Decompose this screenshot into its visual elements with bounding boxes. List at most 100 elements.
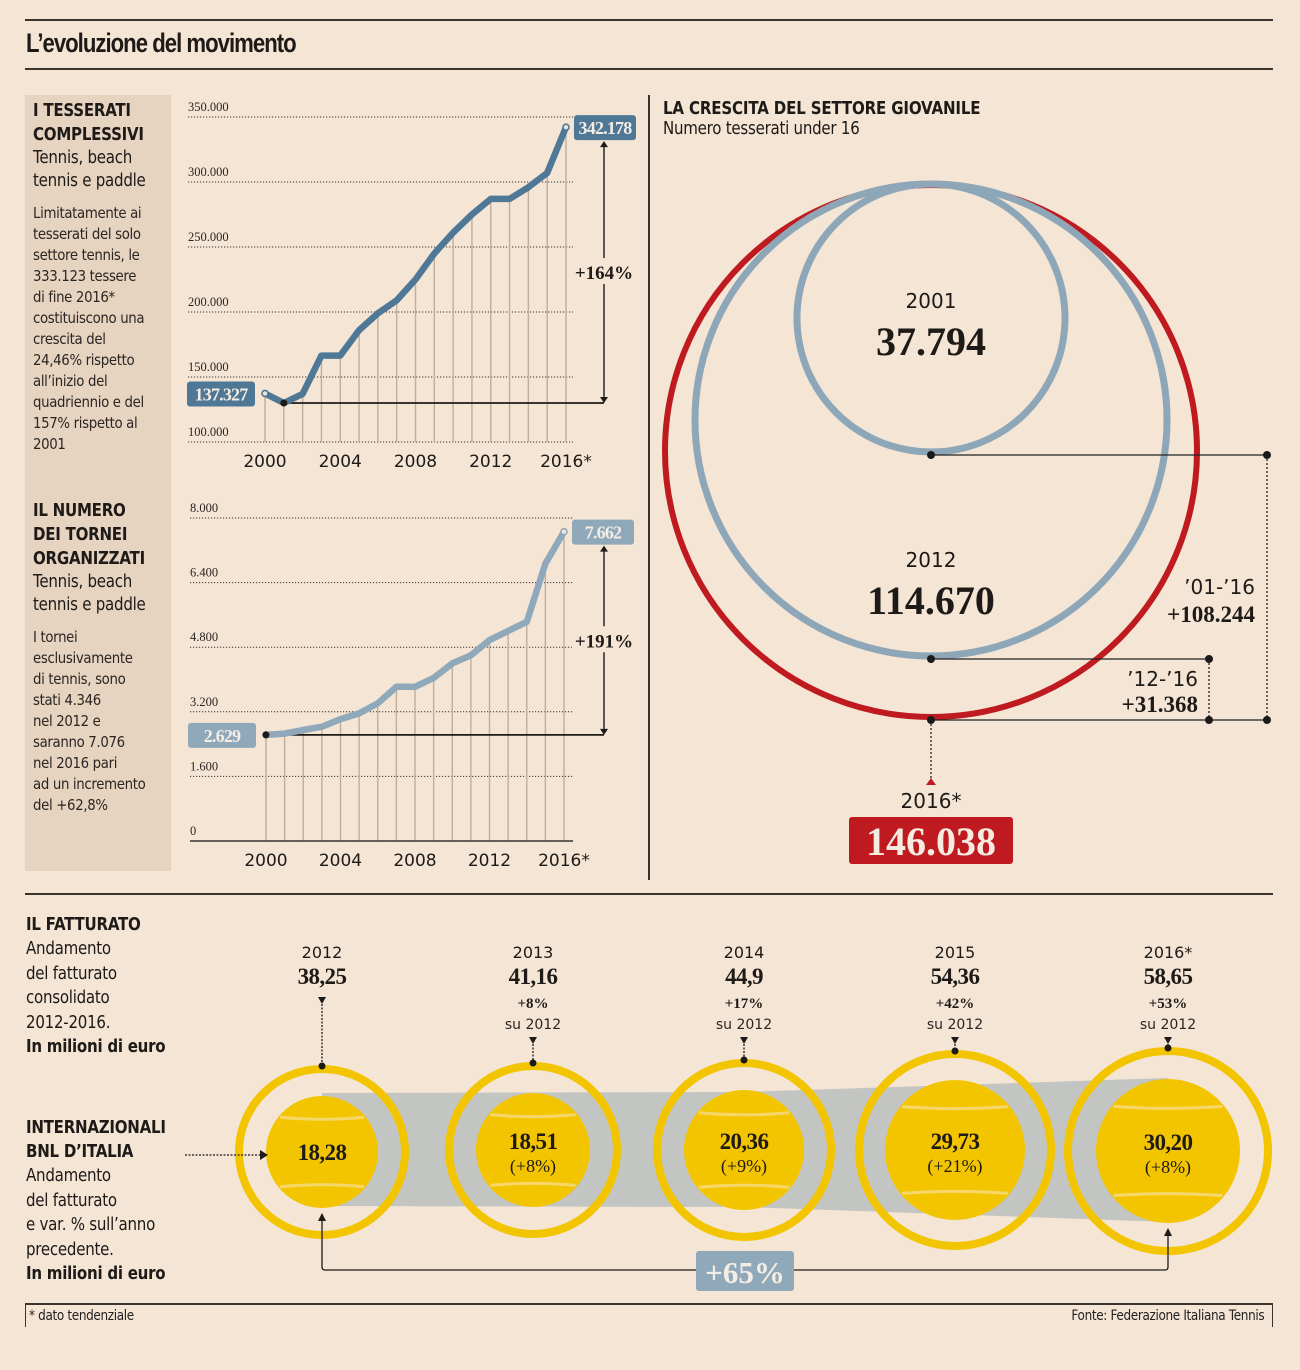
end-marker [560,527,568,536]
fatturato-base: su 2012 [505,1017,561,1033]
fatturato-year: 2014 [724,943,765,962]
growth-arrow-head-bottom [600,728,608,735]
value-2016-badge [849,817,1013,864]
y-tick-label: 3.200 [190,695,218,709]
y-tick-label: 200.000 [188,295,229,309]
pointer-2016-arrow [926,778,936,785]
tesserati-heading: I TESSERATI COMPLESSIVI [33,101,144,145]
ball-seam [901,1105,1009,1111]
pointer-arrow [1164,1037,1172,1044]
fatturato-change: +42% [936,996,975,1012]
pointer-dot [318,1062,326,1070]
ball-change: (+8%) [1145,1157,1191,1178]
pointer-arrow [740,1037,748,1044]
fatturato-description: Andamento del fatturato consolidato 2012… [26,937,166,1060]
fatturato-value: 41,16 [509,964,558,989]
fatturato-value: 58,65 [1144,964,1193,989]
end-marker [562,123,570,131]
ball-value: 29,73 [931,1129,980,1154]
circle-2001-year: 2001 [906,289,957,313]
circle-2016-year: 2016* [901,789,962,813]
pointer-arrow [318,997,326,1004]
growth-arrow-head-top [600,545,608,552]
ball-seam [279,1183,365,1189]
series-line [261,123,570,407]
reference-dot [280,399,288,407]
ball-seam [1113,1104,1223,1110]
reference-dot [262,731,270,739]
x-tick-label: 2016* [540,452,592,472]
growth-label: +164% [575,263,633,284]
start-marker [261,389,269,398]
ball-change: (+21%) [927,1156,982,1177]
y-tick-label: 100.000 [188,425,229,439]
tornei-text: IL NUMERO DEI TORNEI ORGANIZZATI Tennis,… [33,499,179,816]
fatturato-base: su 2012 [1140,1017,1196,1033]
x-tick-label: 2000 [243,452,286,472]
x-tick-label: 2008 [394,452,437,472]
diff-01-16-value: +108.244 [1167,602,1255,627]
ball-seam [279,1115,365,1121]
y-tick-label: 1.600 [190,759,218,773]
bracket-arrow-right [1164,1228,1172,1236]
internazionali-text: INTERNAZIONALI BNL D’ITALIA Andamento de… [26,1116,166,1287]
end-value-badge [572,519,634,545]
start-value-label: 137.327 [195,384,249,404]
dot [1205,716,1213,724]
footer-right-tick [1272,1303,1273,1327]
x-tick-label: 2012 [468,851,511,871]
ball-change: (+9%) [721,1156,767,1177]
fatturato-base: su 2012 [716,1017,772,1033]
tesserati-line-chart: 350.000 300.000 250.000 200.000 150.000 100.0… [187,100,636,472]
tornei-heading: IL NUMERO DEI TORNEI ORGANIZZATI [33,501,145,569]
pointer-arrow [529,1037,537,1044]
start-value-badge [187,381,255,407]
x-tick-label: 2008 [393,851,436,871]
dot [927,451,935,459]
tesserati-note: Limitatamente ai tesserati del solo sett… [33,204,145,453]
tennis-ball [476,1093,590,1207]
dot [927,716,935,724]
y-tick-label: 250.000 [188,230,229,244]
diff-12-16-label: ’12-’16 [1127,667,1198,691]
dot [927,655,935,663]
y-tick-label: 6.400 [190,566,218,580]
tennis-ball [1096,1079,1240,1223]
title-rule [25,68,1273,70]
tornei-subheading: Tennis, beach tennis e paddle [33,572,146,615]
circle-2016-value: 146.038 [866,819,996,864]
circle-2012-value: 114.670 [867,578,995,623]
label-pointer-arrow [260,1150,268,1160]
end-value-label: 7.662 [585,523,622,543]
bracket-arrow-left [318,1213,326,1221]
source: Fonte: Federazione Italiana Tennis [1071,1308,1264,1324]
tennis-ball [266,1096,378,1208]
ball-value: 18,51 [509,1129,558,1154]
growth-label: +191% [575,631,633,652]
internazionali-description: Andamento del fatturato e var. % sull’an… [26,1164,166,1287]
giovanile-header: LA CRESCITA DEL SETTORE GIOVANILE Numero… [663,99,981,139]
tornei-note: I tornei esclusivamente di tennis, sono … [33,628,146,814]
diff-01-16-label: ’01-’16 [1184,575,1255,599]
internazionali-unit: In milioni di euro [26,1264,166,1284]
fatturato-unit: In milioni di euro [26,1037,166,1057]
fatturato-year: 2013 [513,943,554,962]
tesserati-subheading: Tennis, beach tennis e paddle [33,148,146,191]
ball-value: 30,20 [1144,1130,1193,1155]
circle-2001-value: 37.794 [876,319,986,364]
growth-label-bg [572,258,636,285]
giovanile-circles: 2001 37.794 2012 114.670 ’01-’16 +108.24… [662,180,1271,864]
y-tick-label: 4.800 [190,630,218,644]
footer-rule [25,1303,1273,1305]
vertical-divider [648,95,650,880]
fatturato-change: +53% [1149,996,1188,1012]
tennis-ball [885,1080,1025,1220]
fatturato-text: IL FATTURATO Andamento del fatturato con… [26,913,166,1060]
footnote: * dato tendenziale [29,1308,134,1324]
end-value-label: 342.178 [579,118,633,138]
pointer-dot [740,1056,748,1064]
x-tick-label: 2012 [469,452,512,472]
ball-seam [698,1183,790,1189]
start-value-badge [188,722,256,748]
